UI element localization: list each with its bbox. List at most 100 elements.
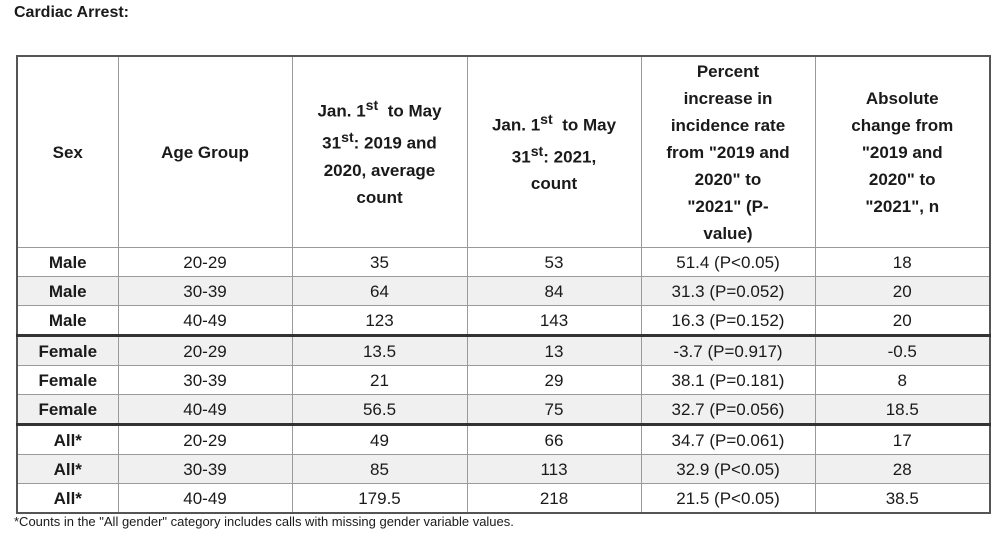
header-text: Jan. 1: [317, 102, 366, 121]
cell-percent-increase: 16.3 (P=0.152): [640, 305, 816, 336]
header-sex: Sex: [16, 55, 119, 248]
cell-count-2021: 75: [466, 394, 642, 425]
table-row: Male 20-29 35 53 51.4 (P<0.05) 18: [16, 247, 991, 277]
cell-sex: Male: [16, 247, 119, 277]
cell-count-2021: 53: [466, 247, 642, 277]
header-superscript: st: [530, 143, 544, 160]
header-text: 2020" to: [694, 169, 762, 189]
cell-count-2021: 66: [466, 423, 642, 455]
cell-percent-increase: 38.1 (P=0.181): [640, 365, 816, 395]
header-superscript: st: [365, 98, 379, 115]
header-text: from "2019 and: [666, 142, 790, 162]
cell-absolute-change: -0.5: [814, 334, 991, 366]
header-text: value): [703, 223, 753, 243]
cell-sex: Male: [16, 305, 119, 336]
header-text: "2019 and: [861, 142, 943, 162]
header-text: Age Group: [161, 142, 249, 162]
header-count-2021: Jan. 1st to May 31st: 2021, count: [466, 55, 642, 248]
cell-sex: Female: [16, 365, 119, 395]
cell-absolute-change: 18.5: [814, 394, 991, 425]
cell-count-2021: 113: [466, 454, 642, 484]
cell-avg-count: 85: [291, 454, 468, 484]
header-text: Sex: [52, 142, 83, 162]
cell-avg-count: 56.5: [291, 394, 468, 425]
header-text: : 2021,: [543, 147, 597, 167]
table-row: All* 30-39 85 113 32.9 (P<0.05) 28: [16, 454, 991, 484]
cell-avg-count: 49: [291, 423, 468, 455]
cell-avg-count: 35: [291, 247, 468, 277]
cell-absolute-change: 8: [814, 365, 991, 395]
cell-count-2021: 13: [466, 334, 642, 366]
table-row: All* 40-49 179.5 218 21.5 (P<0.05) 38.5: [16, 483, 991, 514]
cell-avg-count: 123: [291, 305, 468, 336]
header-absolute-change: Absolute change from "2019 and 2020" to …: [814, 55, 991, 248]
header-superscript: st: [341, 130, 354, 146]
header-text: Percent: [696, 61, 760, 81]
header-text: : 2019 and: [353, 133, 437, 153]
cell-absolute-change: 18: [814, 247, 991, 277]
cell-percent-increase: -3.7 (P=0.917): [640, 334, 816, 366]
header-text: increase in: [683, 88, 773, 108]
cell-percent-increase: 51.4 (P<0.05): [640, 247, 816, 277]
cell-age-group: 30-39: [117, 276, 293, 306]
cell-percent-increase: 34.7 (P=0.061): [640, 423, 816, 455]
header-text: to May: [552, 115, 617, 135]
cell-percent-increase: 21.5 (P<0.05): [640, 483, 816, 514]
cell-sex: All*: [16, 483, 119, 514]
cell-avg-count: 13.5: [291, 334, 468, 366]
cardiac-arrest-table: Sex Age Group Jan. 1st to May 31st: 2019…: [16, 55, 991, 514]
cell-absolute-change: 17: [814, 423, 991, 455]
header-text: to May: [378, 102, 442, 121]
header-text: incidence rate: [670, 115, 786, 135]
cell-age-group: 30-39: [117, 365, 293, 395]
cell-percent-increase: 31.3 (P=0.052): [640, 276, 816, 306]
cell-age-group: 40-49: [117, 305, 293, 336]
header-text: 2020" to: [868, 169, 936, 189]
cell-percent-increase: 32.7 (P=0.056): [640, 394, 816, 425]
cell-count-2021: 29: [466, 365, 642, 395]
header-text: change from: [851, 115, 954, 135]
cell-sex: Female: [16, 394, 119, 425]
cell-age-group: 40-49: [117, 483, 293, 514]
page-title: Cardiac Arrest:: [14, 4, 130, 21]
cell-avg-count: 179.5: [291, 483, 468, 514]
cell-sex: All*: [16, 454, 119, 484]
cell-sex: All*: [16, 423, 119, 455]
header-text: 31: [322, 133, 342, 153]
header-avg-2019-2020: Jan. 1st to May 31st: 2019 and 2020, ave…: [291, 55, 468, 248]
cell-age-group: 20-29: [117, 334, 293, 366]
cell-age-group: 40-49: [117, 394, 293, 425]
footnote: *Counts in the "All gender" category inc…: [14, 514, 514, 529]
table-row: Male 30-39 64 84 31.3 (P=0.052) 20: [16, 276, 991, 306]
cell-avg-count: 21: [291, 365, 468, 395]
table-row: Male 40-49 123 143 16.3 (P=0.152) 20: [16, 305, 991, 336]
header-text: "2021", n: [865, 196, 940, 216]
cell-sex: Female: [16, 334, 119, 366]
header-superscript: st: [540, 111, 553, 128]
cell-age-group: 20-29: [117, 247, 293, 277]
cell-count-2021: 218: [466, 483, 642, 514]
cell-count-2021: 143: [466, 305, 642, 336]
header-text: "2021" (P-: [687, 196, 769, 216]
cell-absolute-change: 28: [814, 454, 991, 484]
header-text: count: [356, 187, 403, 207]
table-row: Female 20-29 13.5 13 -3.7 (P=0.917) -0.5: [16, 334, 991, 366]
table-row: Female 40-49 56.5 75 32.7 (P=0.056) 18.5: [16, 394, 991, 425]
header-row: Sex Age Group Jan. 1st to May 31st: 2019…: [16, 55, 991, 248]
cell-count-2021: 84: [466, 276, 642, 306]
header-text: count: [530, 174, 578, 194]
header-age-group: Age Group: [117, 55, 293, 248]
header-text: Jan. 1: [491, 115, 541, 135]
cell-age-group: 20-29: [117, 423, 293, 455]
cell-absolute-change: 20: [814, 305, 991, 336]
cell-percent-increase: 32.9 (P<0.05): [640, 454, 816, 484]
cell-sex: Male: [16, 276, 119, 306]
cell-age-group: 30-39: [117, 454, 293, 484]
table-row: Female 30-39 21 29 38.1 (P=0.181) 8: [16, 365, 991, 395]
table-row: All* 20-29 49 66 34.7 (P=0.061) 17: [16, 423, 991, 455]
header-text: 31: [511, 147, 531, 167]
header-percent-increase: Percent increase in incidence rate from …: [640, 55, 816, 248]
cell-absolute-change: 38.5: [814, 483, 991, 514]
header-text: 2020, average: [323, 160, 436, 180]
header-text: Absolute: [865, 88, 939, 108]
